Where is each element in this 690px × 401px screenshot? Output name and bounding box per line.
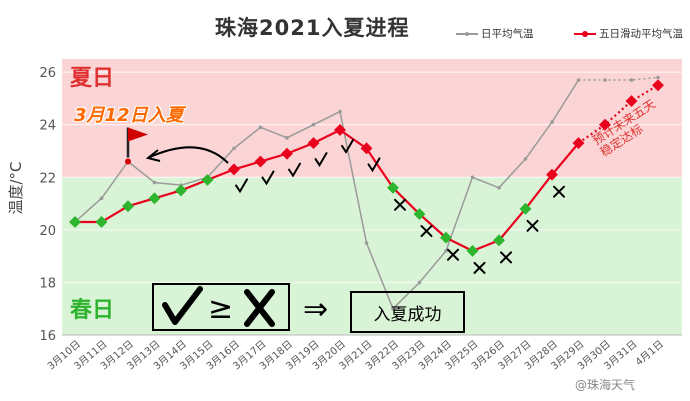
rolling-point <box>228 163 240 176</box>
curved-arrowhead-icon <box>145 149 161 162</box>
daily-point <box>152 180 157 185</box>
cross-icon <box>447 248 459 261</box>
gridlines <box>62 71 682 336</box>
series-line-forecast <box>578 76 659 81</box>
x-tick-label: 4月1日 <box>633 338 666 368</box>
daily-point <box>99 196 104 201</box>
daily-point <box>523 157 528 161</box>
check-icon <box>235 178 248 194</box>
summer-zone-label: 夏日 <box>70 66 115 91</box>
y-tick-label: 26 <box>39 66 56 81</box>
y-tick-label: 20 <box>39 224 56 239</box>
check-icon <box>367 157 381 173</box>
daily-point <box>232 146 236 151</box>
y-tick-label: 16 <box>39 329 56 344</box>
y-tick-label: 24 <box>39 119 56 134</box>
rolling-point <box>148 192 161 205</box>
cross-icon <box>500 251 512 264</box>
flag-base-point <box>125 158 131 165</box>
daily-point <box>576 78 581 82</box>
x-axis-ticks: 3月10日3月11日3月12日3月13日3月14日3月15日3月16日3月17日… <box>45 338 666 372</box>
cross-icon <box>526 219 539 232</box>
y-axis-label: 温度/°C <box>7 161 25 214</box>
daily-point <box>364 241 369 245</box>
implies-arrow: ⇒ <box>303 292 329 327</box>
summer-start-label: 3月12日入夏 <box>74 105 184 126</box>
daily-point <box>444 249 448 253</box>
cross-icon <box>553 185 565 198</box>
flag-cloth <box>128 127 148 142</box>
daily-point <box>311 122 316 127</box>
curved-arrow-icon <box>149 146 229 164</box>
y-tick-label: 22 <box>39 171 56 186</box>
check-cross-marks <box>235 138 565 274</box>
cross-icon <box>394 198 406 211</box>
daily-point <box>258 125 263 130</box>
daily-point <box>391 306 395 311</box>
daily-point <box>285 136 289 140</box>
check-icon <box>314 152 328 168</box>
daily-point <box>550 120 554 124</box>
check-icon <box>341 138 354 154</box>
big-check-icon <box>162 286 203 325</box>
legend-daily-swatch <box>456 29 478 39</box>
y-tick-label: 18 <box>39 276 56 291</box>
legend-daily: 日平均气温 <box>456 26 534 41</box>
y-axis-ticks: 16 18 20 22 24 26 <box>39 66 56 344</box>
daily-point <box>338 109 342 114</box>
check-icon <box>288 162 301 178</box>
daily-point <box>417 280 422 285</box>
spring-zone-label: 春日 <box>70 298 115 323</box>
daily-point <box>629 78 634 82</box>
result-box: 入夏成功 <box>350 291 465 333</box>
legend-rolling: 五日滑动平均气温 <box>574 26 683 41</box>
legend-daily-label: 日平均气温 <box>481 28 534 40</box>
daily-point <box>603 78 607 82</box>
big-cross-icon <box>244 289 275 327</box>
daily-point <box>656 75 660 80</box>
cross-icon <box>473 261 486 274</box>
chart-title: 珠海2021入夏进程 <box>215 16 410 40</box>
daily-point <box>470 175 475 180</box>
series-line-forecast <box>577 84 659 145</box>
rolling-point <box>519 202 532 215</box>
legend-rolling-swatch <box>574 29 596 39</box>
rolling-point <box>572 137 585 150</box>
rolling-point <box>175 184 187 197</box>
legend-rolling-label: 五日滑动平均气温 <box>599 28 683 40</box>
rolling-point <box>122 200 134 213</box>
series-line <box>74 79 580 310</box>
rule-box <box>152 283 290 331</box>
weibo-watermark: @珠海天气 <box>575 378 636 392</box>
flag-icon <box>125 127 148 165</box>
cross-icon <box>420 225 433 238</box>
check-icon <box>261 170 275 186</box>
greater-equal-sign: ≥ <box>208 291 234 326</box>
daily-point <box>497 186 501 190</box>
